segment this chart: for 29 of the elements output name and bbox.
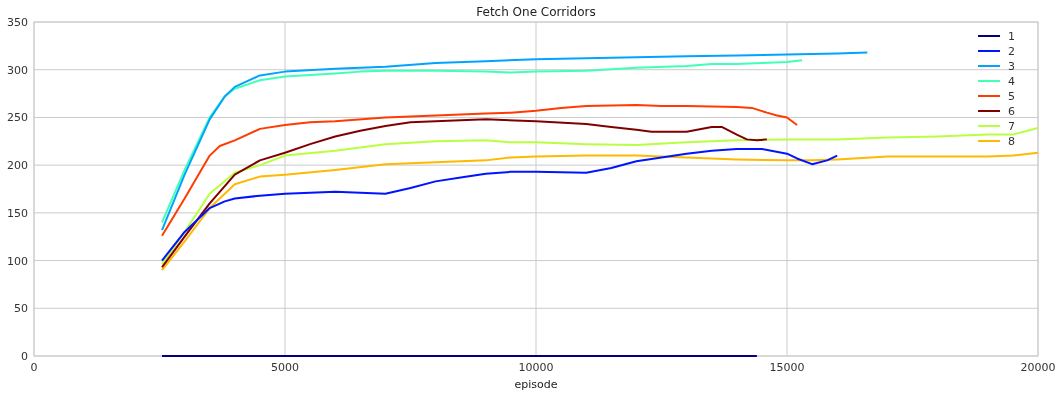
legend-label: 8 — [1008, 135, 1015, 148]
legend-label: 6 — [1008, 105, 1015, 118]
legend-label: 4 — [1008, 75, 1015, 88]
y-tick-label: 250 — [7, 111, 28, 125]
line-series — [161, 51, 869, 232]
chart-title: Fetch One Corridors — [476, 5, 596, 19]
legend-label: 3 — [1008, 60, 1015, 73]
x-tick-label: 20000 — [1020, 361, 1056, 374]
y-tick-label: 100 — [7, 254, 28, 268]
line-series — [161, 118, 768, 269]
line-series — [161, 151, 1039, 272]
x-tick-label: 0 — [30, 361, 38, 374]
x-tick-label: 5000 — [271, 361, 299, 374]
y-tick-label: 350 — [7, 16, 28, 29]
y-tick-label: 0 — [21, 350, 28, 363]
x-tick-label: 10000 — [518, 361, 554, 374]
x-axis-title: episode — [514, 378, 558, 391]
line-series — [161, 59, 804, 224]
legend-label: 7 — [1008, 120, 1015, 133]
y-tick-label: 300 — [7, 63, 28, 77]
legend-label: 1 — [1008, 30, 1015, 43]
y-tick-label: 150 — [7, 206, 28, 220]
legend-label: 5 — [1008, 90, 1015, 103]
x-tick-label: 15000 — [769, 361, 805, 374]
line-series — [161, 104, 799, 237]
y-tick-label: 200 — [7, 159, 28, 173]
legend-label: 2 — [1008, 45, 1015, 58]
line-series — [161, 147, 839, 262]
y-tick-label: 50 — [14, 302, 28, 316]
